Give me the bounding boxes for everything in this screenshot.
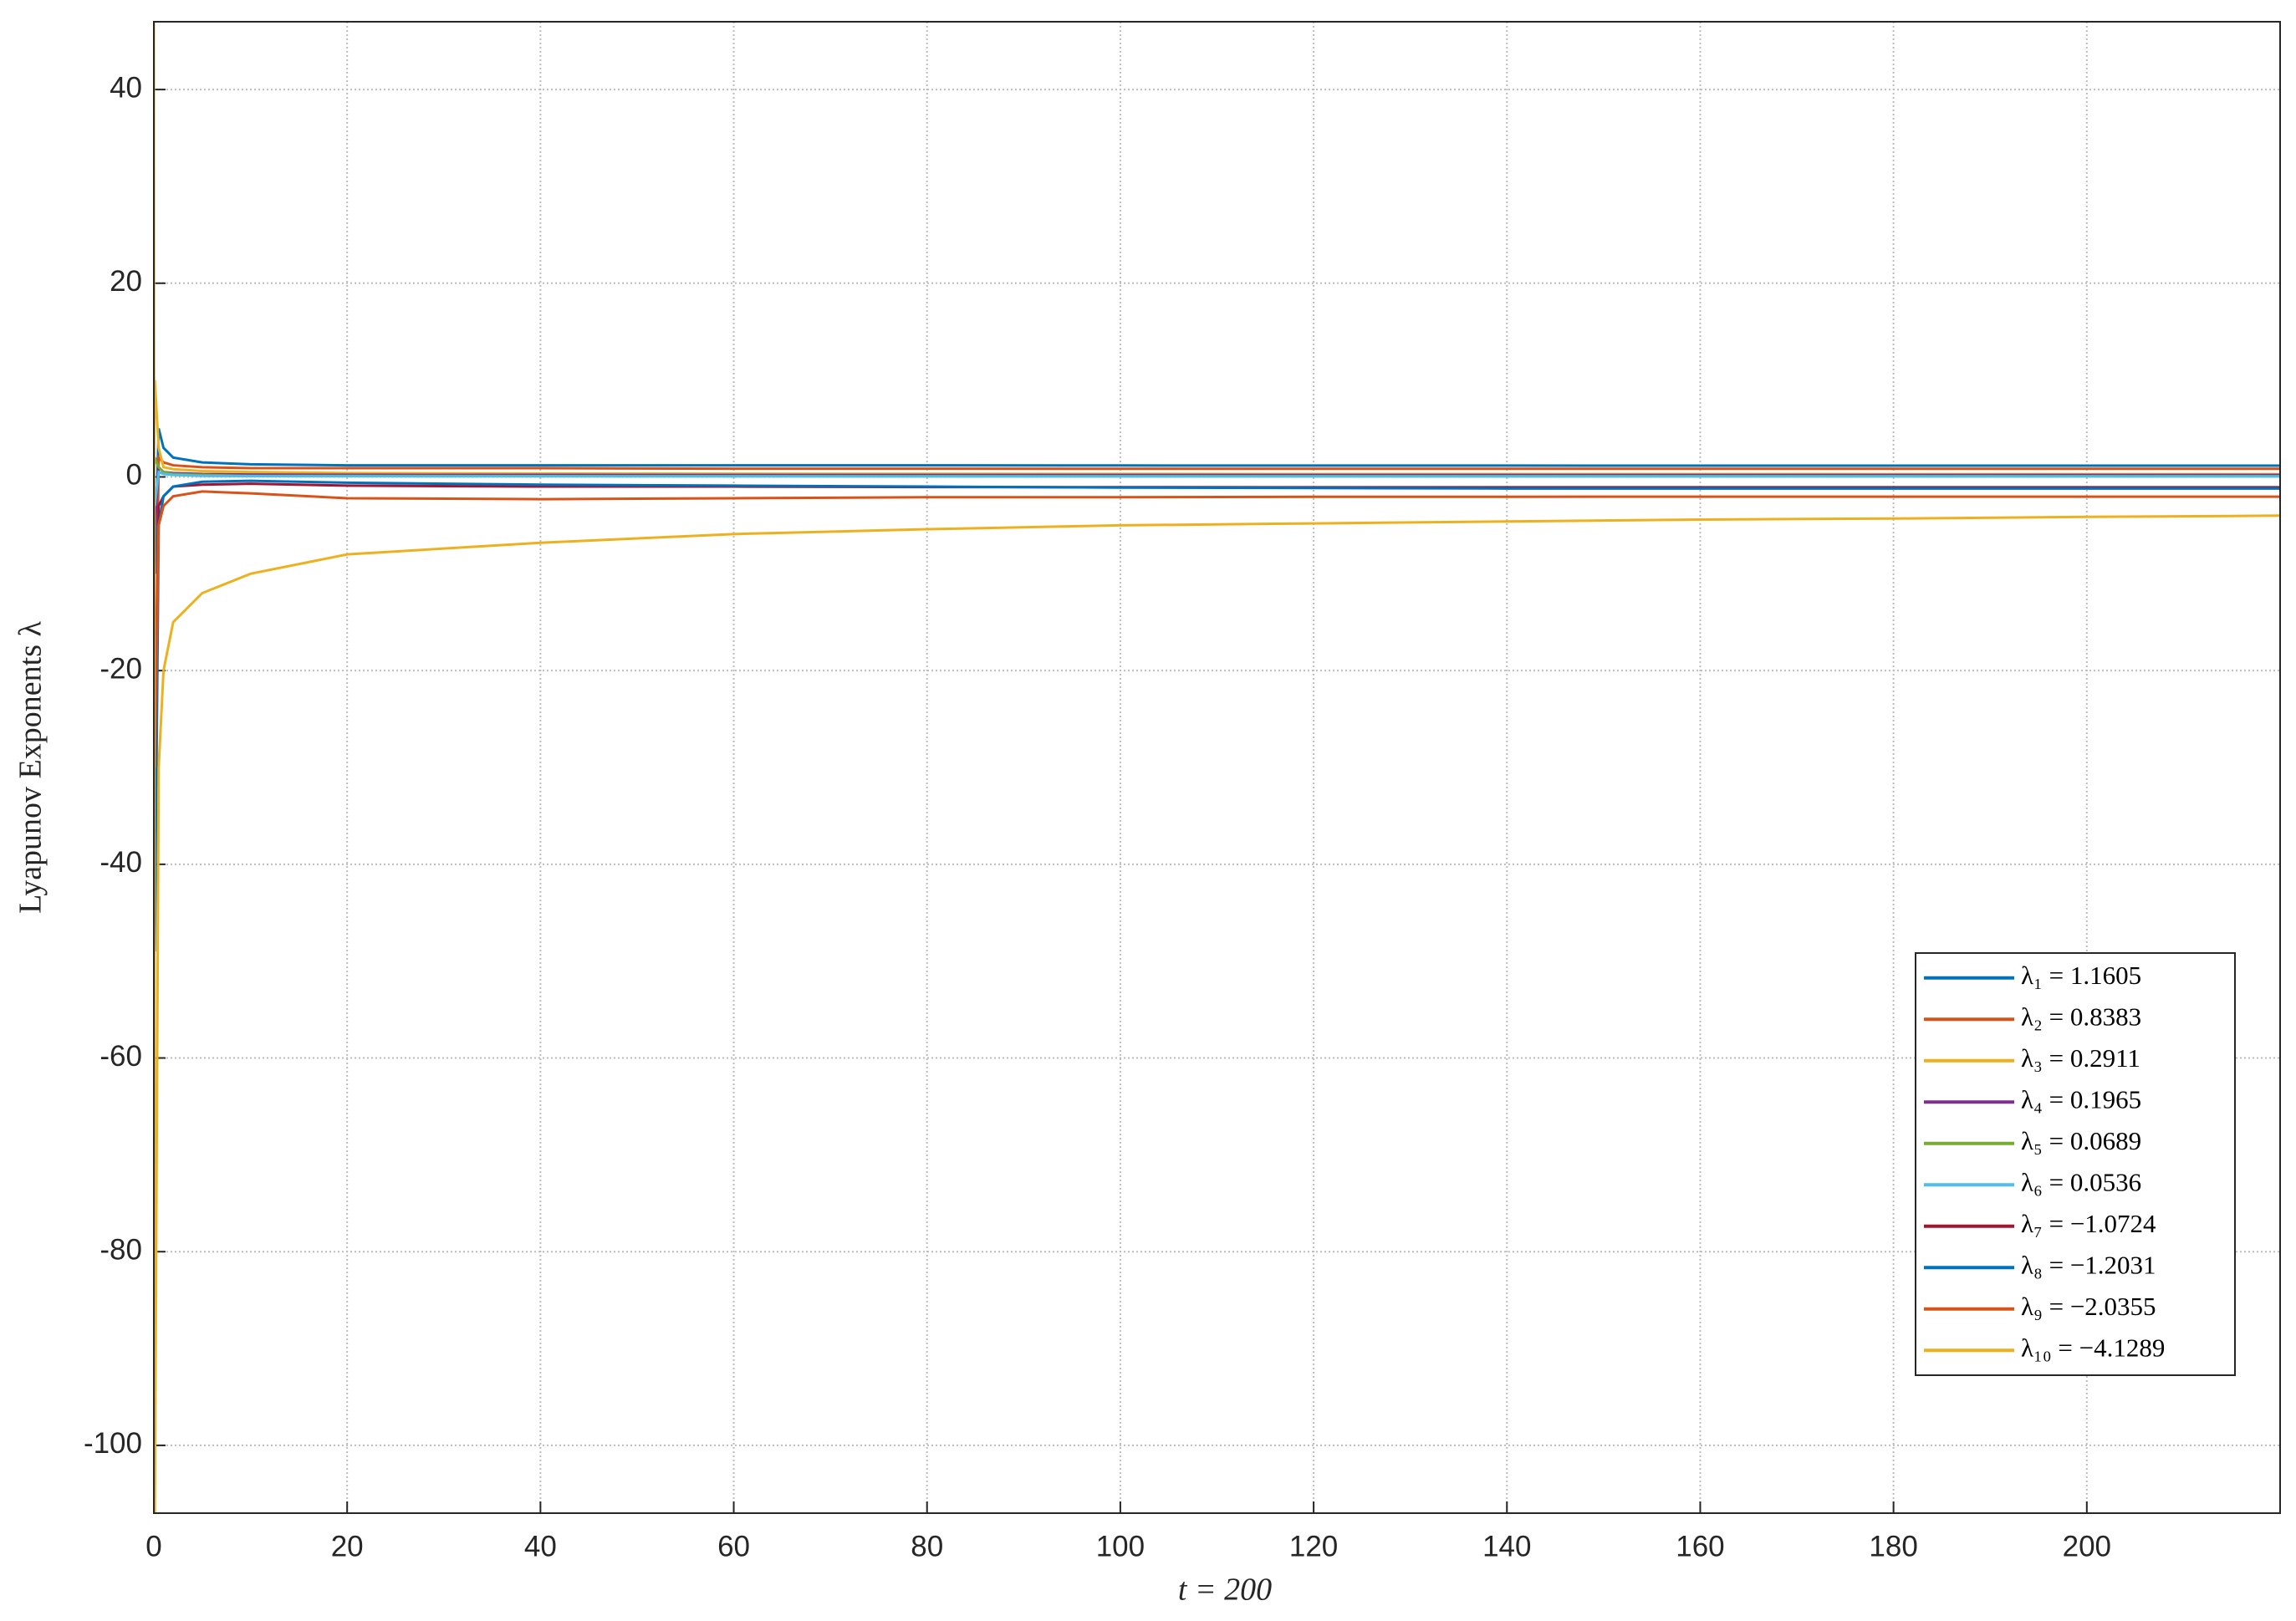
x-tick-label: 160 [1676, 1530, 1724, 1562]
legend-label: λ₃ = 0.2911 [2021, 1043, 2140, 1073]
legend-box [1915, 952, 2236, 1376]
y-tick-label: 0 [126, 459, 142, 492]
x-tick-label: 20 [331, 1530, 364, 1562]
legend-label: λ₆ = 0.0536 [2021, 1167, 2141, 1196]
x-tick-label: 180 [1869, 1530, 1917, 1562]
x-tick-label: 0 [145, 1530, 161, 1562]
legend-label: λ₄ = 0.1965 [2021, 1084, 2141, 1114]
legend-label: λ₁ = 1.1605 [2021, 961, 2141, 990]
series-line [154, 470, 2280, 507]
x-axis-label: t = 200 [1178, 1573, 1272, 1608]
series-line [154, 22, 2280, 1513]
legend-label: λ₉ = −2.0355 [2021, 1292, 2156, 1321]
legend-label: λ₁₀ = −4.1289 [2021, 1333, 2165, 1362]
y-tick-label: -60 [99, 1040, 142, 1073]
y-tick-label: -80 [99, 1233, 142, 1266]
plot-frame [153, 21, 2281, 1514]
x-tick-label: 120 [1289, 1530, 1338, 1562]
x-tick-label: 100 [1096, 1530, 1145, 1562]
y-tick-label: -20 [99, 652, 142, 685]
x-tick-label: 40 [524, 1530, 557, 1562]
y-axis-label: Lyapunov Exponents λ [13, 621, 48, 914]
y-tick-label: 40 [110, 71, 142, 104]
x-tick-label: 140 [1482, 1530, 1531, 1562]
y-tick-label: 20 [110, 265, 142, 298]
legend-label: λ₅ = 0.0689 [2021, 1126, 2141, 1155]
series-line [154, 477, 2280, 952]
x-tick-label: 60 [717, 1530, 750, 1562]
y-tick-label: -100 [84, 1427, 142, 1460]
series-line [154, 428, 2280, 574]
y-tick-label: -40 [99, 846, 142, 879]
x-tick-label: 80 [911, 1530, 943, 1562]
series-line [154, 477, 2280, 768]
legend-label: λ₈ = −1.2031 [2021, 1250, 2156, 1279]
x-tick-label: 200 [2063, 1530, 2111, 1562]
legend-label: λ₂ = 0.8383 [2021, 1002, 2141, 1031]
legend-label: λ₇ = −1.0724 [2021, 1209, 2156, 1238]
